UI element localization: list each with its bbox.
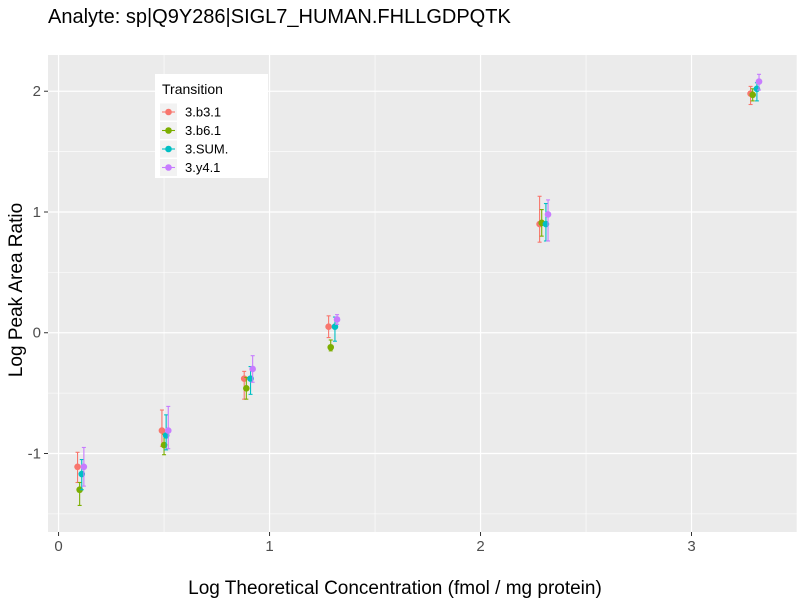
legend-key-point: [165, 145, 172, 153]
data-point: [164, 427, 172, 434]
y-tick-label: 1: [33, 204, 41, 221]
legend-item: 3.SUM.: [160, 140, 228, 158]
series-3.y4.1: [80, 73, 763, 487]
data-point: [333, 316, 341, 323]
data-point: [74, 463, 81, 471]
y-tick-label: 2: [33, 83, 41, 100]
legend-label: 3.b3.1: [185, 105, 221, 120]
legend-key-point: [165, 108, 172, 116]
y-tick-label: 0: [33, 325, 41, 342]
data-point: [243, 384, 250, 392]
y-tick-label: -1: [28, 446, 41, 463]
x-axis-title: Log Theoretical Concentration (fmol / mg…: [188, 578, 602, 599]
data-point: [327, 343, 335, 351]
data-point: [544, 211, 552, 218]
legend-label: 3.y4.1: [185, 160, 220, 175]
x-axis-ticks: 0 1 2 3: [54, 532, 696, 555]
data-marks: [74, 73, 763, 506]
x-tick-label: 2: [476, 538, 484, 555]
legend-label: 3.SUM.: [185, 142, 228, 157]
legend-item: 3.b3.1: [160, 103, 221, 121]
legend-item: 3.b6.1: [160, 122, 221, 139]
legend-items: 3.b3.1 3.b6.1 3.SUM. 3.y4.1: [160, 103, 228, 176]
data-point: [80, 463, 88, 471]
legend-label: 3.b6.1: [185, 123, 221, 138]
x-tick-label: 1: [265, 538, 273, 555]
data-point: [331, 323, 339, 331]
y-axis-title: Log Peak Area Ratio: [6, 203, 27, 377]
legend: Transition 3.b3.1 3.b6.1 3.SUM. 3.y4.1: [155, 74, 268, 178]
data-point: [755, 78, 763, 85]
x-tick-label: 0: [54, 538, 62, 555]
error-bar: [77, 481, 82, 506]
data-point: [325, 323, 332, 331]
legend-key-point: [165, 164, 172, 171]
legend-title: Transition: [162, 81, 223, 97]
data-point: [749, 91, 756, 99]
legend-key-point: [165, 127, 172, 134]
x-tick-label: 3: [687, 538, 695, 555]
chart-title: Analyte: sp|Q9Y286|SIGL7_HUMAN.FHLLGDPQT…: [48, 6, 511, 28]
error-bar: [537, 195, 542, 243]
data-point: [249, 365, 256, 373]
data-point: [158, 427, 166, 434]
error-bar: [546, 199, 551, 242]
legend-item: 3.y4.1: [160, 159, 220, 176]
y-axis-ticks: -1 0 1 2: [28, 83, 48, 463]
